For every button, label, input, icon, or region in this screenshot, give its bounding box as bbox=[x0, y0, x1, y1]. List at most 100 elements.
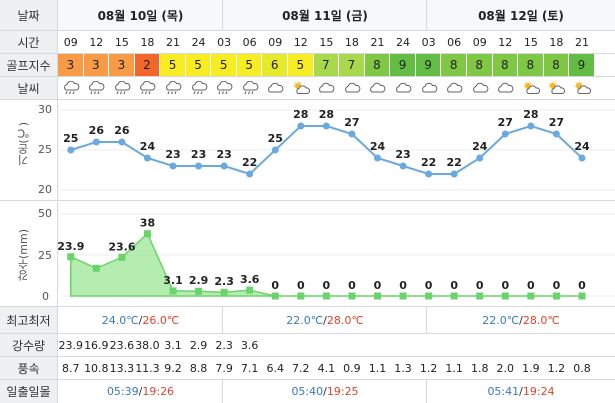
date-label: 날짜 bbox=[0, 0, 58, 30]
rain-data-label: 0 bbox=[348, 279, 356, 292]
weather-cell bbox=[493, 77, 519, 99]
golf-index-cell: 5 bbox=[211, 54, 237, 76]
temp-point bbox=[399, 162, 407, 170]
sun-sep: / bbox=[323, 385, 327, 398]
rain-data-label: 0 bbox=[450, 279, 458, 292]
wind-cell: 2.0 bbox=[496, 361, 515, 375]
precip-cell: 38.0 bbox=[135, 338, 160, 352]
temp-plot: 25 26 26 24 23 23 23 22 25 28 28 27 24 23 22 22 24 27 28 27… bbox=[60, 108, 615, 191]
rain-data-label: 23.6 bbox=[108, 240, 135, 253]
temp-point bbox=[118, 138, 126, 146]
hour-cell: 21 bbox=[166, 35, 180, 49]
temp-point bbox=[143, 154, 151, 162]
rain-data-label: 0 bbox=[399, 279, 407, 292]
hour-cell: 18 bbox=[344, 35, 359, 49]
rain-plot: 23.9 23.6 38 3.1 2.9 2.3 3.6 0 0 0 0 0 0 0 0 0 0 0 0 0 bbox=[57, 213, 615, 300]
wind-cell: 1.1 bbox=[445, 361, 463, 375]
rain-point bbox=[92, 264, 100, 272]
wind-cell: 10.8 bbox=[84, 361, 109, 375]
rain-data-label: 0 bbox=[271, 279, 279, 292]
wind-cell: 7.2 bbox=[292, 361, 310, 375]
rain-point bbox=[297, 292, 305, 300]
weather-cell bbox=[467, 77, 493, 99]
temp-point bbox=[578, 154, 586, 162]
cloud-icon bbox=[498, 82, 514, 93]
rain-cloud-icon bbox=[166, 81, 182, 95]
golf-index-cell: 9 bbox=[390, 54, 416, 76]
temp-data-label: 25 bbox=[63, 132, 78, 145]
precip-cell: 2.3 bbox=[215, 338, 233, 352]
sunrise-time: 05:39 bbox=[106, 385, 139, 398]
sun-sep: / bbox=[138, 385, 143, 398]
wind-cell: 1.8 bbox=[470, 361, 489, 375]
temp-data-label: 24 bbox=[472, 140, 488, 153]
precip-cell: 3.1 bbox=[164, 338, 182, 352]
wind-cell: 0.8 bbox=[573, 361, 591, 375]
temp-data-label: 24 bbox=[370, 140, 386, 153]
rain-data-label: 0 bbox=[425, 279, 433, 292]
temp-point bbox=[348, 130, 356, 138]
sunrise-time: 05:41 bbox=[487, 385, 520, 398]
hour-cell: 12 bbox=[498, 35, 513, 49]
cloud-icon bbox=[319, 82, 335, 93]
rain-data-label: 0 bbox=[374, 279, 382, 292]
rain-point bbox=[374, 292, 381, 300]
temp-data-label: 28 bbox=[293, 108, 308, 121]
hour-cell: 21 bbox=[574, 35, 589, 49]
golf-index-label: 골프지수 bbox=[0, 54, 58, 76]
hour-cell: 06 bbox=[447, 35, 462, 49]
wind-cell: 0.9 bbox=[343, 361, 361, 375]
golf-index-cell: 2 bbox=[134, 54, 161, 76]
weather-cell bbox=[569, 77, 595, 99]
golf-index-cell: 8 bbox=[492, 54, 519, 76]
golf-index-cell: 3 bbox=[109, 54, 135, 76]
rain-data-label: 38 bbox=[140, 217, 155, 230]
temp-data-label: 23 bbox=[165, 148, 180, 161]
day-divider bbox=[426, 380, 427, 403]
wind-cell: 1.3 bbox=[394, 361, 412, 375]
wind-cell: 9.2 bbox=[164, 361, 182, 375]
rain-point bbox=[476, 292, 484, 300]
temp-data-label: 26 bbox=[114, 124, 130, 137]
minmax-row: 최고최저 24.0℃/26.0℃ 22.0℃/28.0℃ 22.0℃/28.0℃ bbox=[0, 307, 615, 334]
golf-index-cell: 8 bbox=[543, 54, 570, 76]
weather-cell bbox=[237, 77, 263, 99]
rain-data-label: 3.6 bbox=[240, 273, 260, 286]
temp-point bbox=[552, 130, 560, 138]
cloud-icon bbox=[472, 82, 489, 93]
day-divider bbox=[426, 0, 427, 30]
rain-cloud-icon bbox=[89, 81, 105, 95]
rain-point bbox=[169, 287, 177, 295]
sunset-time: 19:24 bbox=[522, 385, 555, 398]
hour-cell: 21 bbox=[370, 35, 385, 49]
rain-point bbox=[552, 292, 560, 300]
rain-point bbox=[527, 292, 535, 300]
precip-cell: 23.6 bbox=[109, 338, 135, 352]
rain-tick-25: 25 bbox=[38, 249, 52, 262]
temperature-chart: 기온(℃) 30 25 20 25 26 26 24 23 23 23 22 25 28 28 27 2… bbox=[0, 100, 615, 201]
wind-cell: 7.9 bbox=[215, 361, 233, 375]
golf-index-cell: 5 bbox=[160, 54, 186, 76]
hour-cell: 09 bbox=[63, 35, 78, 49]
hour-cell: 09 bbox=[268, 35, 283, 49]
time-row: 시간 09 12 15 18 21 24 03 06 09 12 15 18 21 24 03 06 09 12 1… bbox=[0, 31, 615, 54]
cloud-icon bbox=[396, 82, 412, 93]
temp-data-label: 26 bbox=[89, 124, 105, 137]
hour-cell: 12 bbox=[89, 35, 104, 49]
temp-tick-25: 25 bbox=[38, 143, 52, 156]
temp-point bbox=[220, 162, 228, 170]
temp-data-label: 27 bbox=[549, 116, 564, 129]
temp-data-label: 23 bbox=[395, 148, 410, 161]
rain-point bbox=[425, 292, 433, 300]
day-divider bbox=[426, 307, 427, 333]
sunrise-sunset-label: 일출일몰 bbox=[0, 380, 58, 403]
temp-point bbox=[450, 170, 458, 178]
rain-point bbox=[246, 286, 254, 294]
temp-data-label: 24 bbox=[574, 140, 590, 153]
temp-point bbox=[297, 122, 305, 130]
partly-sunny-icon bbox=[523, 81, 540, 94]
temp-point bbox=[246, 170, 254, 178]
rain-cloud-icon bbox=[242, 81, 259, 95]
rain-data-label: 0 bbox=[527, 279, 535, 292]
temp-point bbox=[271, 146, 279, 154]
